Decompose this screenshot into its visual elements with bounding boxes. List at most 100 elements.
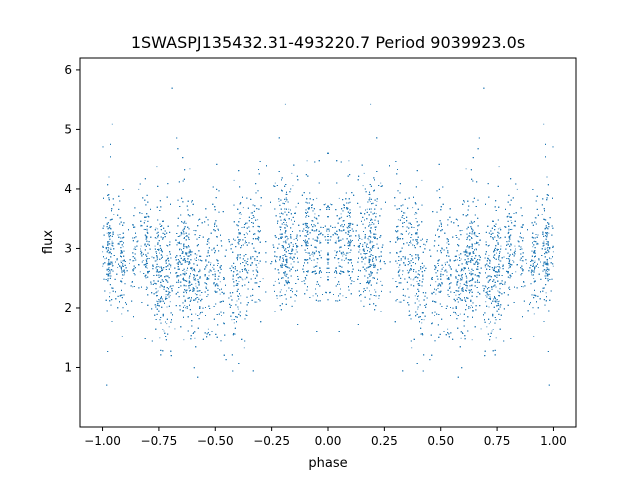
data-point [279,213,281,215]
data-point [120,217,122,219]
data-point [120,260,122,262]
data-point [400,259,402,261]
data-point [416,281,418,282]
data-point [184,271,186,273]
data-point [289,245,291,247]
data-point [315,247,317,249]
data-point [492,269,494,271]
data-point [174,328,176,330]
data-point [548,222,550,224]
data-point [361,238,363,240]
data-point [488,306,490,308]
data-point [552,251,554,253]
data-point [334,250,336,252]
data-point [157,290,159,292]
data-point [292,185,294,187]
data-point [314,213,316,215]
data-point [515,248,516,250]
data-point [521,260,523,262]
data-point [156,260,158,262]
data-point [448,284,450,286]
data-point [186,269,188,271]
data-point [121,336,123,337]
data-point [283,223,285,225]
data-point [534,260,536,262]
data-point [375,233,377,235]
data-point [169,301,171,303]
data-point [368,256,370,258]
data-point [414,295,416,297]
data-point [290,263,292,265]
data-point [546,247,548,249]
data-point [306,160,308,162]
data-point [398,301,400,303]
data-point [371,241,373,243]
data-point [373,246,375,248]
data-point [311,260,313,261]
data-point [412,207,414,209]
data-point [457,259,458,261]
data-point [159,337,161,339]
data-point [283,241,285,243]
data-point [455,268,457,270]
data-point [410,242,412,244]
data-point [340,217,342,219]
data-point [144,220,146,222]
data-point [406,269,408,271]
data-point [253,274,254,276]
data-point [380,311,382,312]
data-point [197,297,199,298]
data-point [330,203,331,205]
data-point [472,221,474,223]
data-point [498,260,500,262]
data-point [455,313,457,315]
data-point [196,254,198,256]
data-point [327,261,329,263]
data-point [140,245,142,247]
data-point [520,247,522,249]
data-point [286,239,288,241]
data-point [102,265,104,267]
data-point [146,264,148,266]
data-point [363,172,365,174]
data-point [280,289,282,291]
data-point [113,214,115,215]
data-point [231,319,233,321]
data-point [281,246,283,248]
data-point [187,236,189,238]
data-point [424,244,426,246]
data-point [398,266,400,268]
data-point [522,286,524,288]
data-point [169,295,171,297]
data-point [498,166,500,168]
data-point [230,244,232,246]
data-point [111,240,113,242]
data-point [274,280,276,282]
data-point [359,249,361,251]
data-point [186,254,188,256]
data-point [106,232,108,234]
data-point [157,266,159,267]
data-point [338,265,340,267]
data-point [292,243,294,245]
data-point [499,227,501,229]
data-point [458,254,460,256]
data-point [183,246,185,247]
data-point [535,265,537,267]
data-point [156,300,158,302]
data-point [108,240,110,242]
data-point [110,247,112,249]
data-point [233,179,235,181]
data-point [184,220,186,222]
data-point [316,283,317,285]
data-point [183,339,185,341]
data-point [492,329,494,330]
data-point [156,166,158,168]
data-point [287,267,289,269]
data-point [129,262,130,264]
data-point [546,240,548,242]
data-point [212,266,214,268]
data-point [284,103,286,105]
data-point [467,236,469,238]
data-point [166,244,167,246]
